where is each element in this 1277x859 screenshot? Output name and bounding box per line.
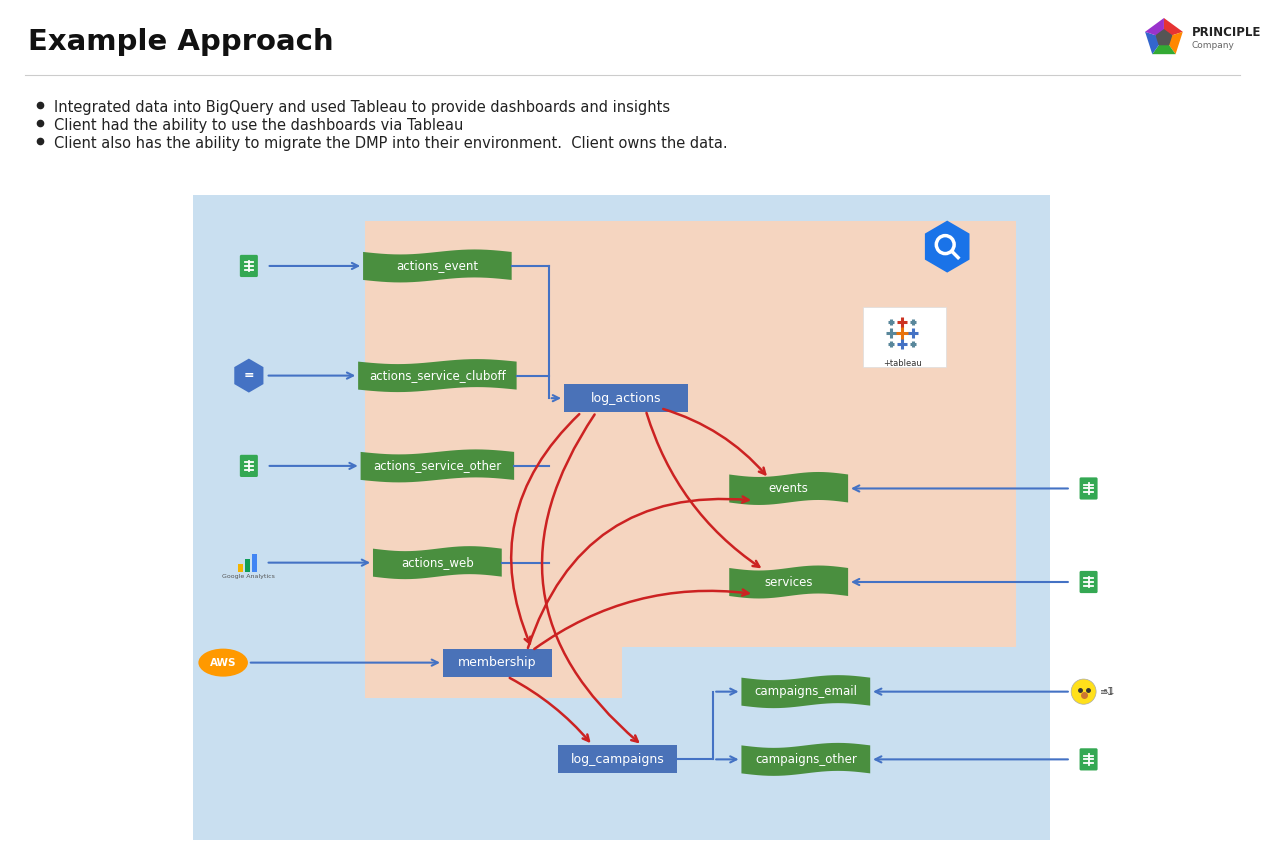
Polygon shape	[1145, 18, 1163, 38]
Bar	[193, 195, 1050, 840]
FancyBboxPatch shape	[443, 649, 552, 677]
FancyArrowPatch shape	[646, 413, 760, 567]
FancyArrowPatch shape	[541, 415, 637, 742]
FancyBboxPatch shape	[863, 307, 946, 367]
Text: campaigns_email: campaigns_email	[755, 685, 857, 698]
Polygon shape	[234, 358, 263, 393]
FancyBboxPatch shape	[564, 384, 688, 412]
Bar	[239, 564, 244, 571]
Bar	[245, 559, 250, 571]
Text: actions_service_other: actions_service_other	[373, 460, 502, 472]
Polygon shape	[925, 221, 969, 272]
FancyArrowPatch shape	[534, 589, 748, 649]
Text: +tableau: +tableau	[882, 359, 922, 368]
Polygon shape	[1163, 18, 1183, 38]
Text: PRINCIPLE: PRINCIPLE	[1191, 26, 1262, 39]
Text: Client also has the ability to migrate the DMP into their environment.  Client o: Client also has the ability to migrate t…	[55, 136, 728, 151]
FancyArrowPatch shape	[510, 678, 589, 741]
Polygon shape	[358, 359, 517, 392]
Polygon shape	[1156, 29, 1172, 46]
Polygon shape	[742, 675, 870, 708]
Text: Company: Company	[1191, 41, 1235, 51]
Polygon shape	[363, 249, 512, 283]
FancyBboxPatch shape	[240, 454, 258, 477]
Text: Example Approach: Example Approach	[28, 28, 333, 56]
FancyBboxPatch shape	[1079, 748, 1098, 771]
Text: actions_web: actions_web	[401, 556, 474, 570]
Circle shape	[1071, 679, 1096, 704]
Polygon shape	[1163, 32, 1183, 54]
Text: ↖1: ↖1	[1102, 687, 1115, 696]
Polygon shape	[1145, 32, 1163, 54]
FancyArrowPatch shape	[663, 409, 765, 474]
Text: Client had the ability to use the dashboards via Tableau: Client had the ability to use the dashbo…	[55, 118, 464, 133]
FancyBboxPatch shape	[558, 746, 677, 773]
FancyBboxPatch shape	[240, 255, 258, 277]
Polygon shape	[742, 743, 870, 776]
Polygon shape	[360, 449, 515, 483]
Text: services: services	[765, 576, 813, 588]
Bar	[622, 647, 1015, 827]
FancyArrowPatch shape	[527, 497, 748, 648]
Polygon shape	[729, 565, 848, 599]
Ellipse shape	[198, 649, 248, 677]
Text: campaigns_other: campaigns_other	[755, 752, 857, 766]
FancyArrowPatch shape	[511, 414, 580, 643]
Bar	[253, 554, 257, 571]
Polygon shape	[373, 546, 502, 579]
Polygon shape	[729, 472, 848, 505]
Text: AWS: AWS	[209, 658, 236, 667]
Text: Google Analytics: Google Analytics	[222, 575, 276, 579]
Text: Integrated data into BigQuery and used Tableau to provide dashboards and insight: Integrated data into BigQuery and used T…	[55, 100, 670, 115]
Bar	[364, 221, 1015, 698]
Text: membership: membership	[458, 656, 536, 669]
Text: =: =	[244, 369, 254, 382]
Polygon shape	[1152, 38, 1176, 54]
Text: events: events	[769, 482, 808, 495]
FancyBboxPatch shape	[1079, 478, 1098, 500]
Text: actions_event: actions_event	[396, 259, 479, 272]
Text: log_campaigns: log_campaigns	[571, 752, 664, 766]
FancyBboxPatch shape	[1079, 571, 1098, 593]
Text: ≡1: ≡1	[1101, 686, 1115, 697]
Text: actions_service_cluboff: actions_service_cluboff	[369, 369, 506, 382]
Text: log_actions: log_actions	[591, 392, 661, 405]
